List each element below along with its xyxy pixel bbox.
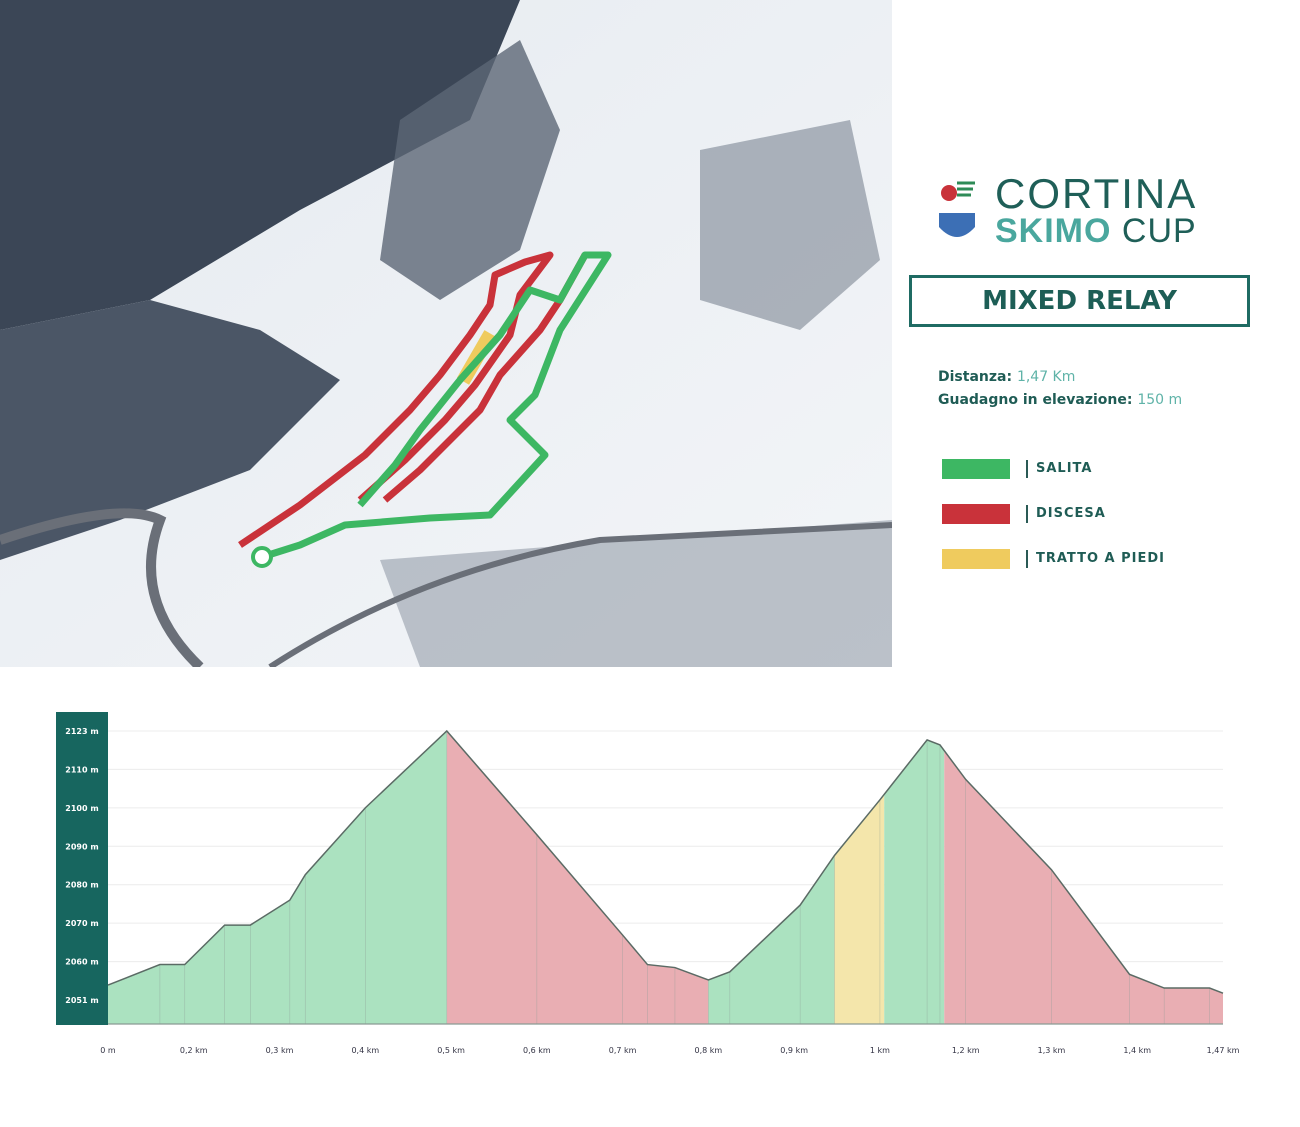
forest-mid — [380, 40, 560, 300]
distance-value: 1,47 Km — [1016, 369, 1076, 385]
forest-left — [0, 0, 520, 330]
profile-segment-salita — [108, 731, 447, 1024]
x-tick-label: 1 km — [870, 1046, 890, 1055]
cortina-skimo-cup-logo: CORTINA SKIMO CUP — [935, 170, 1255, 250]
course-map-photo — [0, 0, 892, 667]
elevation-profile-chart: 2123 m 2110 m 2100 m 2090 m 2080 m 2070 m 2060… — [56, 712, 1240, 1055]
race-title: MIXED RELAY — [909, 275, 1250, 327]
x-tick-label: 0,7 km — [609, 1046, 637, 1055]
y-axis-bar — [56, 712, 108, 1025]
forest-bottom — [380, 520, 892, 667]
x-tick-label: 0,4 km — [351, 1046, 379, 1055]
y-tick-label: 2110 m — [65, 765, 98, 774]
legend-label: DISCESA — [1026, 504, 1106, 523]
profile-segment-discesa — [446, 731, 709, 1024]
x-tick-label: 1,3 km — [1038, 1046, 1066, 1055]
forest-right — [700, 120, 880, 330]
gain-label: Guadagno in elevazione: — [938, 392, 1133, 408]
x-tick-label: 0,9 km — [780, 1046, 808, 1055]
y-tick-label: 2100 m — [65, 804, 98, 813]
legend-label: TRATTO A PIEDI — [1026, 549, 1165, 568]
logo-text-skimo-cup: SKIMO CUP — [995, 212, 1197, 250]
legend: SALITA DISCESA TRATTO A PIEDI — [942, 446, 1165, 581]
y-tick-label: 2070 m — [65, 919, 98, 928]
y-tick-label: 2051 m — [65, 996, 98, 1005]
profile-segment-salita — [884, 739, 945, 1024]
road-left — [0, 508, 204, 667]
y-tick-label: 2123 m — [65, 727, 98, 736]
route-ascent — [260, 251, 612, 561]
legend-swatch — [942, 548, 1010, 569]
legend-item-salita: SALITA — [942, 446, 1165, 491]
y-tick-label: 2090 m — [65, 842, 98, 851]
profile-line — [107, 729, 1224, 994]
forest-lower-left — [0, 300, 340, 560]
x-tick-label: 0 m — [100, 1046, 116, 1055]
x-tick-label: 1,47 km — [1207, 1046, 1240, 1055]
profile-segment-discesa — [944, 750, 1223, 1024]
x-tick-label: 1,2 km — [952, 1046, 980, 1055]
legend-item-discesa: DISCESA — [942, 491, 1165, 536]
x-tick-label: 0,5 km — [437, 1046, 465, 1055]
legend-item-tratto-a-piedi: TRATTO A PIEDI — [942, 536, 1165, 581]
gain-value: 150 m — [1137, 392, 1183, 408]
distance-label: Distanza: — [938, 369, 1013, 385]
logo-text-cortina: CORTINA — [995, 170, 1198, 217]
x-tick-label: 0,6 km — [523, 1046, 551, 1055]
route-descent-inner — [382, 253, 589, 503]
x-tick-label: 1,4 km — [1123, 1046, 1151, 1055]
x-tick-label: 0,2 km — [180, 1046, 208, 1055]
profile-segment-tratto-a-piedi — [834, 793, 885, 1024]
y-tick-label: 2080 m — [65, 881, 98, 890]
y-tick-label: 2060 m — [65, 958, 98, 967]
road — [268, 522, 892, 667]
x-tick-label: 0,3 km — [266, 1046, 294, 1055]
legend-swatch — [942, 503, 1010, 524]
route-descent-outer — [238, 251, 554, 548]
legend-swatch — [942, 458, 1010, 479]
legend-label: SALITA — [1026, 459, 1092, 478]
race-info: Distanza: 1,47 Km Guadagno in elevazione… — [938, 366, 1182, 412]
x-tick-label: 0,8 km — [695, 1046, 723, 1055]
logo-emblem-icon — [939, 181, 975, 237]
profile-segment-salita — [708, 855, 835, 1024]
start-marker — [251, 546, 273, 568]
